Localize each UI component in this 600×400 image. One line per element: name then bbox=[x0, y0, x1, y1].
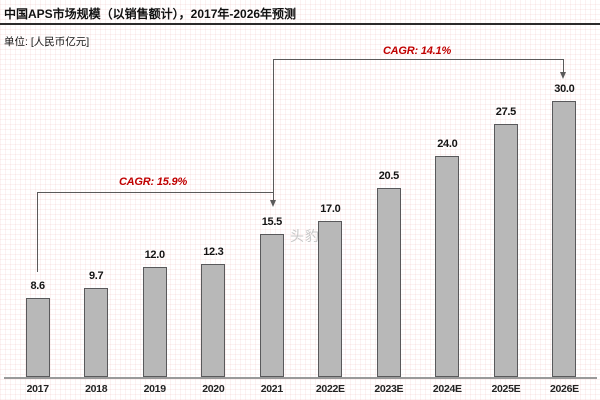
unit-label: 单位: [人民币亿元] bbox=[4, 36, 90, 48]
x-tick-2019: 2019 bbox=[143, 383, 166, 395]
value-label-2025E: 27.5 bbox=[495, 106, 517, 118]
bar-2017 bbox=[25, 297, 50, 377]
x-tick-2024E: 2024E bbox=[432, 383, 462, 395]
value-label-2020: 12.3 bbox=[203, 245, 224, 258]
value-label-2022E: 17.0 bbox=[320, 202, 341, 215]
title-divider bbox=[0, 23, 600, 25]
value-label-2018: 9.7 bbox=[88, 269, 104, 282]
x-tick-2017: 2017 bbox=[26, 383, 49, 395]
cagr1-arrow-icon bbox=[269, 200, 276, 207]
bar-2020 bbox=[201, 263, 226, 377]
cagr-bracket-mid-line bbox=[272, 59, 274, 200]
x-tick-2021: 2021 bbox=[260, 383, 283, 395]
bar-2021 bbox=[259, 234, 284, 377]
x-tick-2023E: 2023E bbox=[374, 383, 404, 395]
value-label-2024E: 24.0 bbox=[437, 138, 458, 151]
cagr2-bracket-top-line bbox=[272, 59, 564, 61]
value-label-2017: 8.6 bbox=[30, 279, 45, 292]
cagr2-bracket-right-line bbox=[563, 59, 565, 72]
bar-2023E bbox=[376, 188, 401, 377]
bar-2025E bbox=[493, 124, 518, 377]
bar-2024E bbox=[435, 156, 460, 377]
x-tick-2026E: 2026E bbox=[549, 383, 579, 395]
value-label-2023E: 20.5 bbox=[378, 170, 400, 183]
bar-2022E bbox=[318, 220, 343, 377]
x-axis-line bbox=[4, 377, 597, 379]
cagr2-arrow-icon bbox=[560, 72, 566, 79]
cagr1-label: CAGR: 15.9% bbox=[118, 176, 188, 188]
cagr1-bracket-left-line bbox=[37, 192, 39, 272]
value-label-2021: 15.5 bbox=[261, 216, 283, 229]
x-tick-2018: 2018 bbox=[85, 383, 108, 395]
x-tick-2020: 2020 bbox=[202, 383, 225, 395]
leadleo-watermark: 头豹 bbox=[290, 228, 320, 244]
value-label-2026E: 30.0 bbox=[554, 83, 575, 95]
bar-2019 bbox=[142, 266, 167, 377]
cagr1-bracket-top-line bbox=[37, 192, 273, 194]
bar-2026E bbox=[552, 101, 577, 377]
x-tick-2022E: 2022E bbox=[315, 383, 345, 395]
cagr2-label: CAGR: 14.1% bbox=[382, 45, 452, 57]
value-label-2019: 12.0 bbox=[144, 248, 166, 261]
bar-2018 bbox=[84, 287, 109, 377]
chart-title: 中国APS市场规模（以销售额计），2017年-2026年预测 bbox=[4, 7, 297, 21]
x-tick-2025E: 2025E bbox=[491, 383, 521, 395]
